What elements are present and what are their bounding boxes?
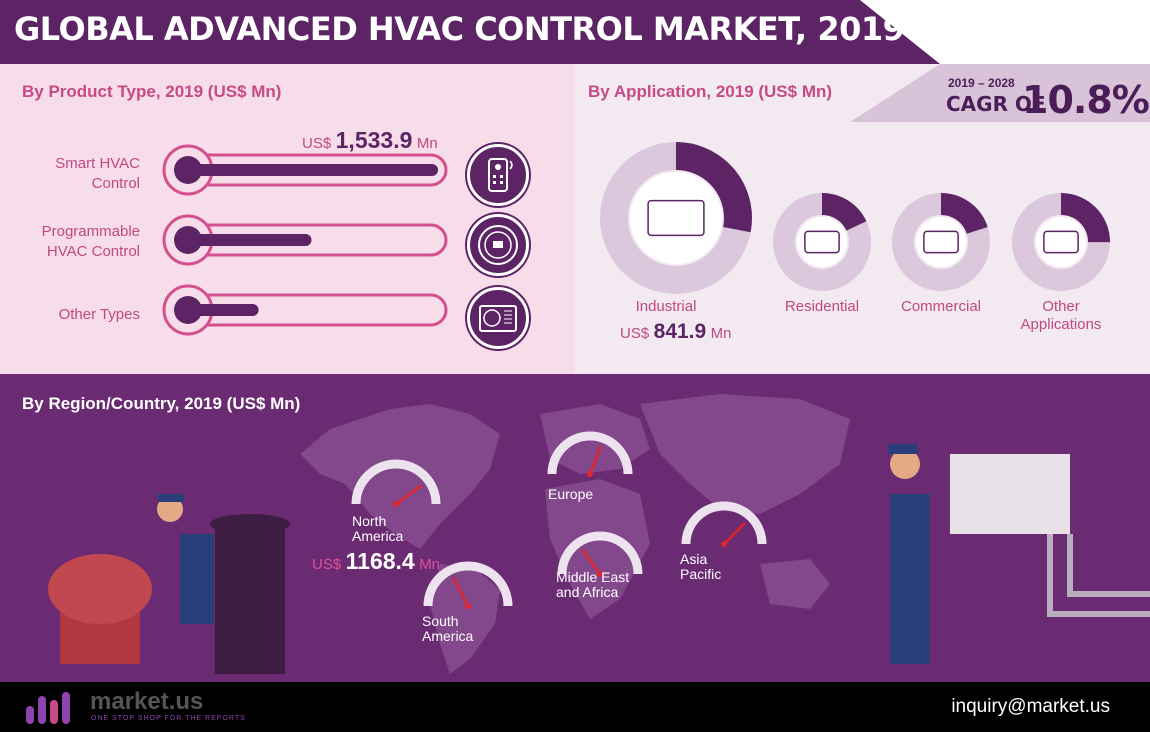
product-label-line: Smart HVAC [55, 155, 140, 172]
donut-center [1036, 217, 1086, 267]
gauge-needle [395, 484, 423, 506]
donut-slice [600, 142, 752, 294]
donut-slice [773, 193, 871, 291]
region-gauges [351, 431, 767, 609]
application-donuts [600, 142, 1110, 294]
gauge-needle [581, 548, 602, 575]
region-label-line: America [422, 628, 474, 644]
donut-slice [1012, 193, 1110, 291]
house-snowflake-icon [804, 230, 840, 254]
region-label-asia-pacific: Asia Pacific [680, 552, 721, 582]
product-thermometer-bars [162, 144, 448, 336]
product-label-smart: Smart HVAC Control [20, 154, 140, 194]
gauge-needle [723, 521, 747, 545]
technician-illustration-right [888, 444, 1150, 664]
gauge-pivot [721, 541, 727, 547]
region-highlight-value: US$ 1168.4 Mn [312, 548, 440, 575]
gauge-pivot [393, 501, 399, 507]
application-highlight-prefix: US$ [620, 325, 650, 342]
application-heading: By Application, 2019 (US$ Mn) [588, 82, 833, 101]
product-highlight-prefix: US$ [302, 135, 332, 152]
brand-tagline: ONE STOP SHOP FOR THE REPORTS [91, 715, 246, 722]
product-label-line: Other Types [58, 306, 140, 323]
region-label-mea: Middle East and Africa [556, 570, 629, 600]
product-type-heading: By Product Type, 2019 (US$ Mn) [22, 82, 282, 101]
region-label-line: Middle East [556, 569, 630, 585]
application-highlight-value: US$ 841.9 Mn [620, 320, 732, 344]
gauge-needle [452, 576, 470, 607]
gauge-arc [681, 501, 767, 545]
gauge-arc [351, 459, 441, 505]
world-map-background [300, 394, 850, 674]
region-label-north-america: North America [352, 514, 403, 544]
application-label-residential: Residential [772, 298, 872, 316]
product-label-other: Other Types [20, 305, 140, 325]
region-panel: North America Europe Middle East and Afr… [0, 374, 1150, 682]
ac-unit-icon [467, 287, 529, 349]
page-title: GLOBAL ADVANCED HVAC CONTROL MARKET, 201… [14, 10, 1029, 48]
application-label-line: Residential [784, 298, 860, 315]
region-label-south-america: South America [422, 614, 473, 644]
region-label-line: North [352, 513, 387, 529]
application-label-line: Applications [1020, 316, 1102, 333]
cagr-label: CAGR OF [946, 92, 1046, 116]
gauge-arc [423, 561, 513, 607]
application-label-industrial: Industrial [616, 298, 716, 316]
region-label-line: Asia [680, 551, 708, 567]
gauge-arc [547, 431, 633, 475]
region-label-line: Pacific [680, 566, 722, 582]
fan-unit-icon [647, 199, 705, 237]
title-bar: GLOBAL ADVANCED HVAC CONTROL MARKET, 201… [0, 0, 1150, 64]
ac-panel-icon [923, 230, 959, 254]
region-label-line: South [422, 613, 459, 629]
application-label-line: Commercial [900, 298, 981, 315]
brand-name: market.us [90, 688, 204, 715]
bar-value [188, 304, 259, 316]
product-label-line: HVAC Control [46, 243, 140, 260]
gauge-arc [557, 531, 643, 575]
footer: market.us ONE STOP SHOP FOR THE REPORTS … [0, 682, 1150, 732]
application-label-line: Other [1042, 298, 1080, 315]
region-label-europe: Europe [548, 487, 593, 502]
bar-value [188, 164, 438, 176]
donut-center [630, 172, 722, 264]
contact-email-link[interactable]: inquiry@market.us [951, 696, 1110, 717]
product-highlight-number: 1,533.9 [335, 127, 413, 153]
technician-illustration-left [48, 494, 290, 674]
product-highlight-unit: Mn [416, 135, 438, 152]
region-label-line: Europe [548, 486, 594, 502]
product-label-line: Programmable [41, 223, 140, 240]
region-label-line: America [352, 528, 404, 544]
application-label-commercial: Commercial [891, 298, 991, 316]
application-highlight-unit: Mn [710, 325, 732, 342]
thermostat-icon [467, 214, 529, 276]
cagr-value: 10.8% [1022, 78, 1150, 122]
region-heading: By Region/Country, 2019 (US$ Mn) [22, 394, 301, 413]
product-label-programmable: Programmable HVAC Control [20, 222, 140, 262]
cagr-years: 2019 – 2028 [948, 76, 1015, 90]
application-label-other: Other Applications [1011, 298, 1111, 334]
brand-logo-icon [26, 692, 70, 724]
water-drops-icon [1043, 230, 1079, 254]
gauge-pivot [465, 603, 471, 609]
application-label-line: Industrial [635, 298, 697, 315]
cagr-banner-shape [850, 64, 1150, 122]
title-banner-shape [0, 0, 940, 64]
application-highlight-number: 841.9 [653, 320, 707, 343]
bar-value [188, 234, 312, 246]
remote-control-icon [467, 144, 529, 206]
region-highlight-unit: Mn [419, 556, 441, 573]
gauge-pivot [587, 471, 593, 477]
donut-slice [892, 193, 990, 291]
region-highlight-prefix: US$ [312, 556, 342, 573]
gauge-needle [588, 445, 603, 475]
region-highlight-number: 1168.4 [345, 548, 415, 574]
gauge-pivot [597, 571, 603, 577]
region-label-line: and Africa [556, 584, 619, 600]
product-highlight-value: US$ 1,533.9 Mn [302, 127, 438, 154]
product-label-line: Control [91, 175, 140, 192]
donut-center [797, 217, 847, 267]
donut-center [916, 217, 966, 267]
